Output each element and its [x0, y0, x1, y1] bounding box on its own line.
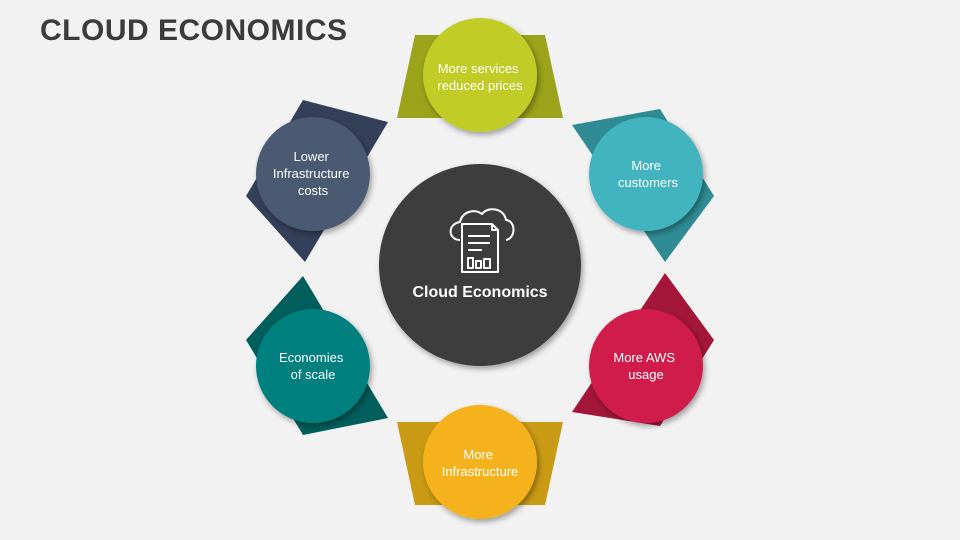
node-label-services: More services reduced prices: [437, 61, 523, 93]
node-circle-costs: [256, 117, 370, 231]
node-circle-customers: [589, 117, 703, 231]
node-label-costs: Lower Infrastructure costs: [273, 149, 353, 198]
page-title: CLOUD ECONOMICS: [40, 14, 348, 47]
cloud-document-chart-icon: [449, 208, 515, 273]
node-label-infrastructure: More Infrastructure: [442, 447, 519, 479]
center-label: Cloud Economics: [412, 284, 547, 301]
node-circle-services: [423, 18, 537, 132]
node-label-customers: More customers: [618, 158, 678, 190]
node-circle-infrastructure: [423, 405, 537, 519]
node-circle-scale: [256, 309, 370, 423]
node-label-aws: More AWS usage: [613, 350, 678, 382]
node-label-scale: Economies of scale: [279, 350, 347, 382]
node-circle-aws: [589, 309, 703, 423]
